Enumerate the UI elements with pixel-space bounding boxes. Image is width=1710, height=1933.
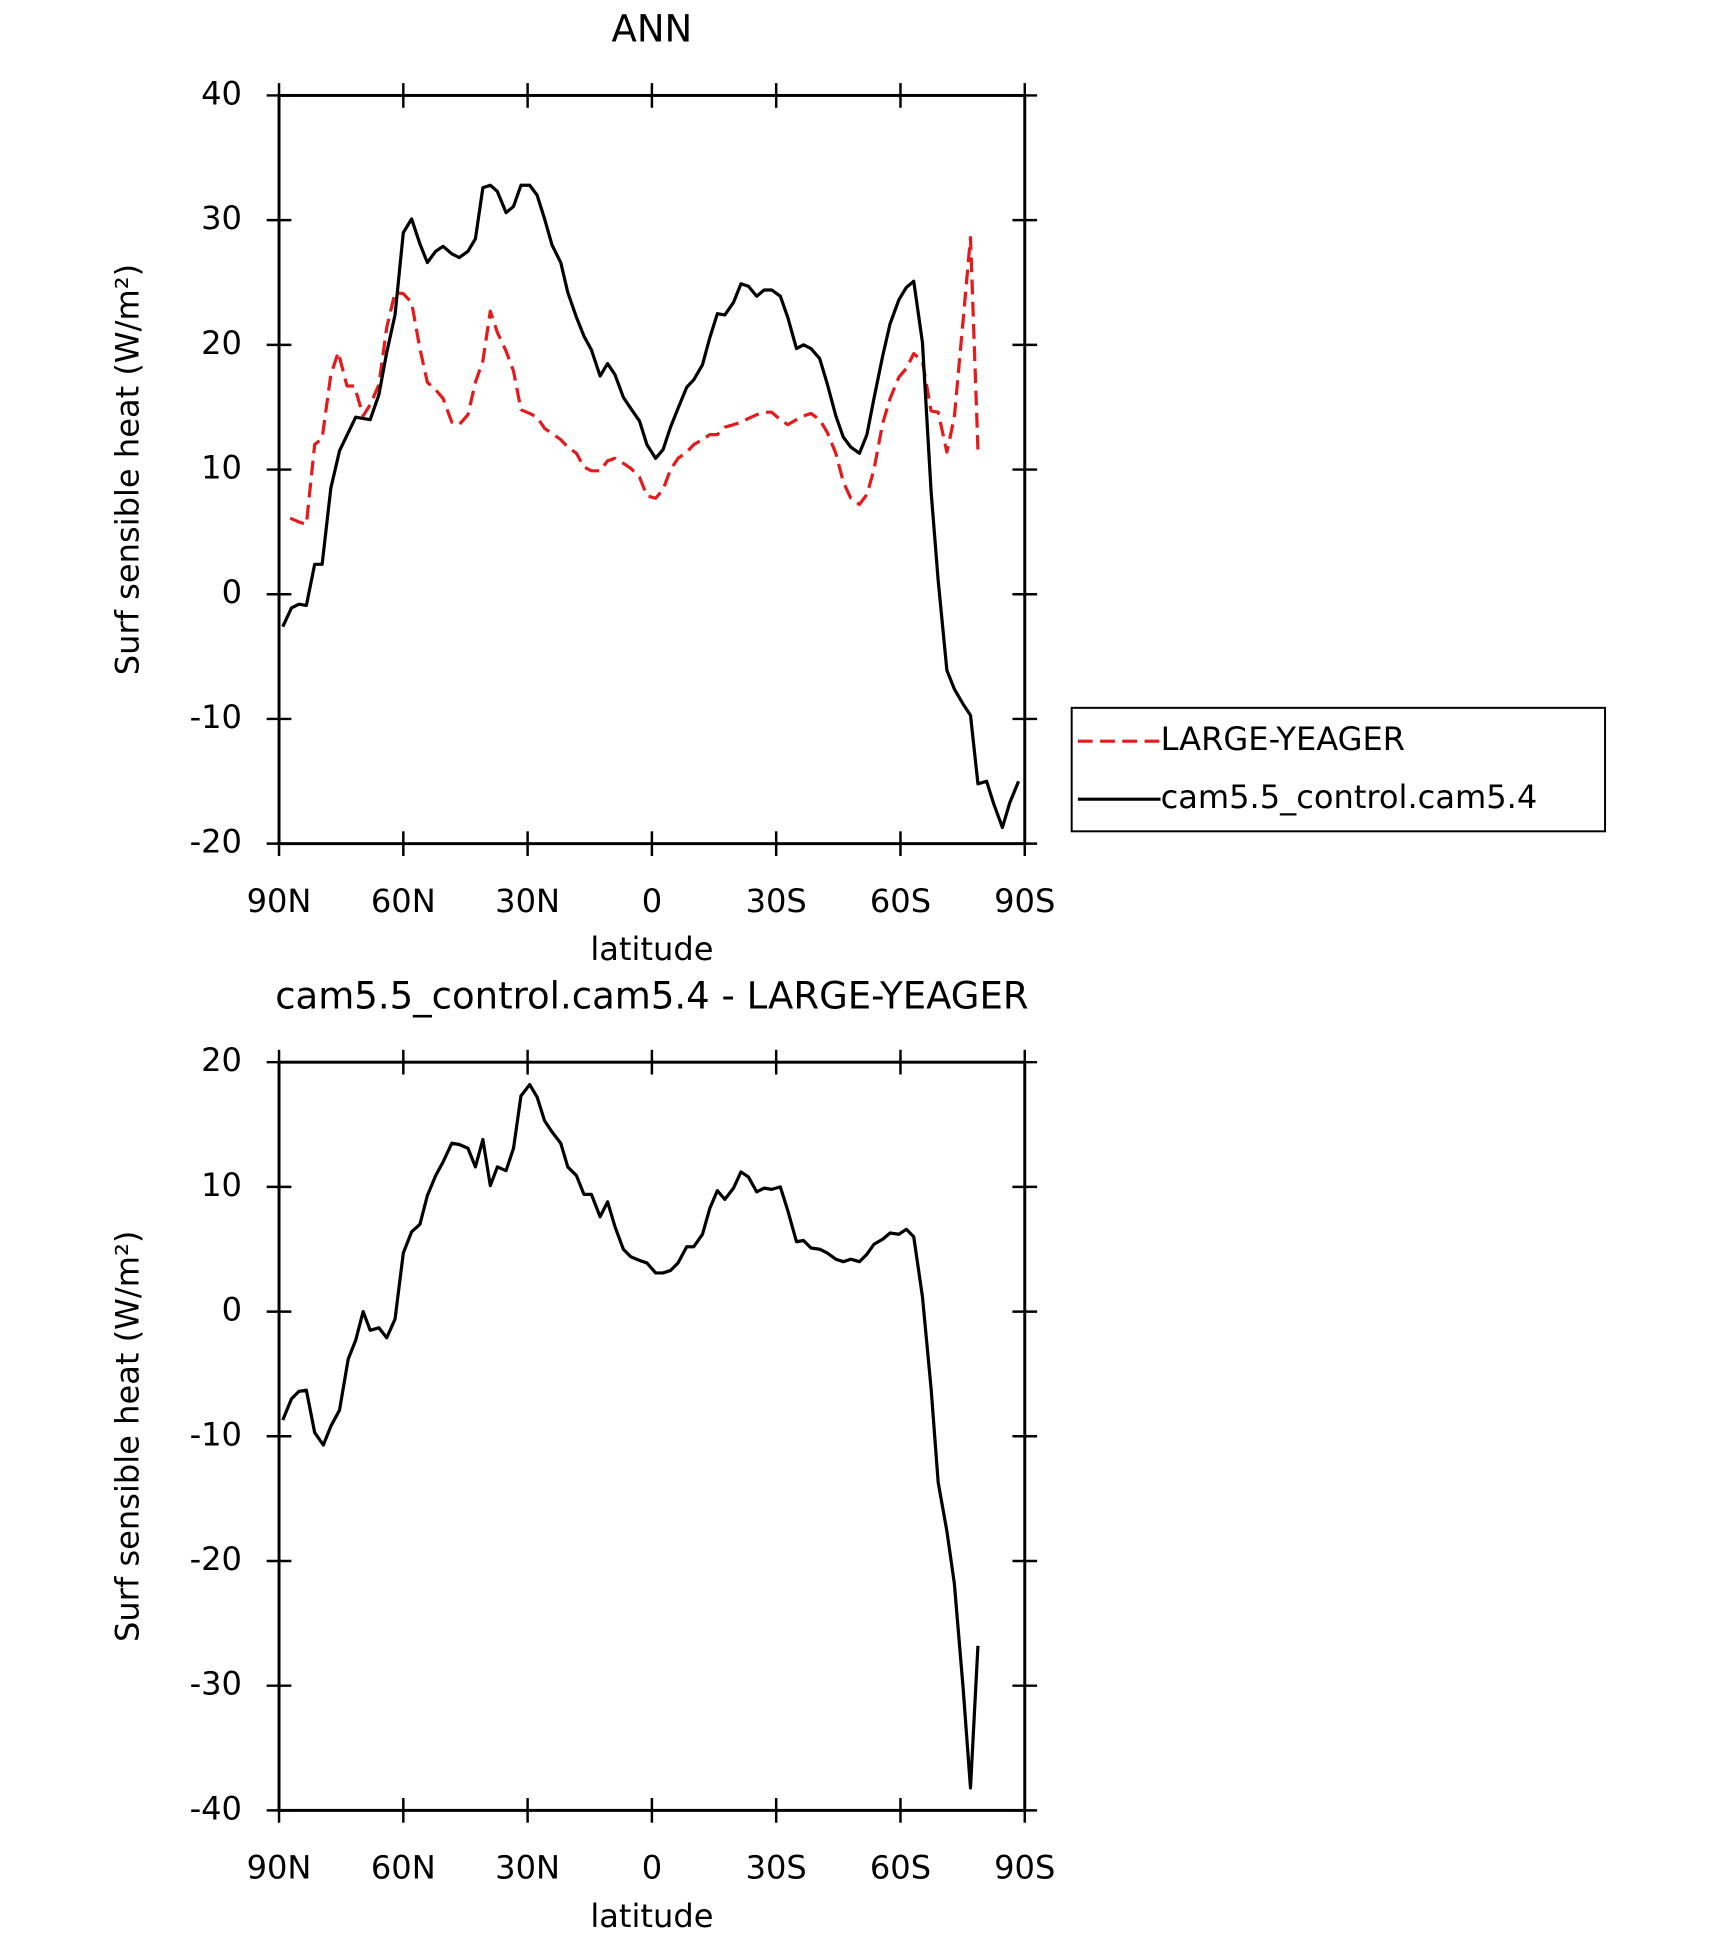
chart-title: cam5.5_control.cam5.4 - LARGE-YEAGER xyxy=(275,974,1028,1017)
y-tick-label: 0 xyxy=(222,573,242,611)
x-tick-label: 60N xyxy=(371,1849,436,1887)
y-axis-label: Surf sensible heat (W/m²) xyxy=(109,1231,147,1642)
x-tick-label: 30S xyxy=(746,882,807,920)
x-tick-label: 90S xyxy=(994,1849,1055,1887)
x-tick-label: 90N xyxy=(247,1849,312,1887)
y-tick-label: -40 xyxy=(190,1789,242,1827)
x-tick-label: 90S xyxy=(994,882,1055,920)
x-tick-label: 60S xyxy=(870,1849,931,1887)
x-tick-label: 90N xyxy=(247,882,312,920)
legend-box xyxy=(1070,706,1607,833)
y-tick-label: 10 xyxy=(201,1166,242,1204)
x-tick-label: 30S xyxy=(746,1849,807,1887)
x-tick-label: 30N xyxy=(495,882,560,920)
x-tick-label: 60S xyxy=(870,882,931,920)
y-tick-label: -20 xyxy=(190,823,242,861)
x-tick-label: 60N xyxy=(371,882,436,920)
data-line xyxy=(289,236,980,527)
plot-frame xyxy=(277,1060,1027,1812)
y-tick-label: -10 xyxy=(190,1415,242,1453)
x-tick-label: 0 xyxy=(642,1849,662,1887)
y-tick-label: -30 xyxy=(190,1665,242,1703)
y-tick-label: -20 xyxy=(190,1540,242,1578)
y-tick-label: 40 xyxy=(201,74,242,112)
y-axis-label: Surf sensible heat (W/m²) xyxy=(109,264,147,675)
chart-title: ANN xyxy=(612,8,693,51)
y-tick-label: -10 xyxy=(190,698,242,736)
y-tick-label: 30 xyxy=(201,199,242,237)
data-line xyxy=(281,1083,980,1790)
y-tick-label: 10 xyxy=(201,449,242,487)
plot-frame xyxy=(277,93,1027,846)
y-tick-label: 20 xyxy=(201,1041,242,1079)
legend: LARGE-YEAGER cam5.5_control.cam5.4 xyxy=(1070,706,1607,833)
x-axis-label: latitude xyxy=(590,1897,713,1933)
x-tick-label: 0 xyxy=(642,882,662,920)
y-tick-label: 20 xyxy=(201,324,242,362)
x-axis-label: latitude xyxy=(590,930,713,968)
x-tick-label: 30N xyxy=(495,1849,560,1887)
legend-label: cam5.5_control.cam5.4 xyxy=(1161,778,1538,816)
y-tick-label: 0 xyxy=(222,1291,242,1329)
data-line xyxy=(281,183,1021,830)
legend-label: LARGE-YEAGER xyxy=(1161,720,1406,758)
